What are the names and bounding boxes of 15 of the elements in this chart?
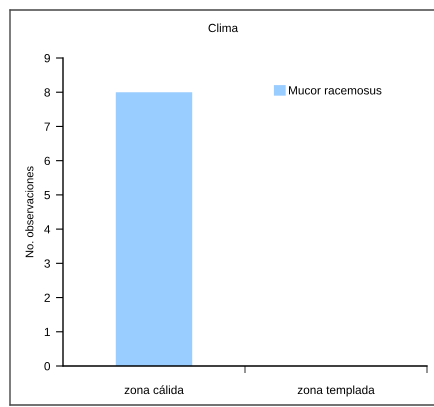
legend-label: Mucor racemosus	[289, 86, 382, 95]
y-axis-title: No. observaciones	[25, 166, 34, 258]
y-tick-label: 6	[44, 156, 50, 166]
x-tick-label: zona cálida	[124, 385, 184, 394]
y-tick-label: 3	[44, 259, 50, 268]
y-tick-label: 1	[44, 328, 50, 336]
y-tick-label: 9	[44, 54, 50, 62]
chart-title: Clima	[208, 24, 238, 32]
y-tick-label: 8	[44, 88, 50, 97]
y-tick-label: 4	[44, 225, 50, 234]
y-tick-label: 2	[44, 294, 50, 302]
x-tick-label: zona templada	[298, 385, 375, 396]
y-tick-label: 0	[44, 362, 50, 370]
y-tick-label: 5	[44, 191, 50, 200]
y-tick-label: 7	[44, 122, 50, 131]
